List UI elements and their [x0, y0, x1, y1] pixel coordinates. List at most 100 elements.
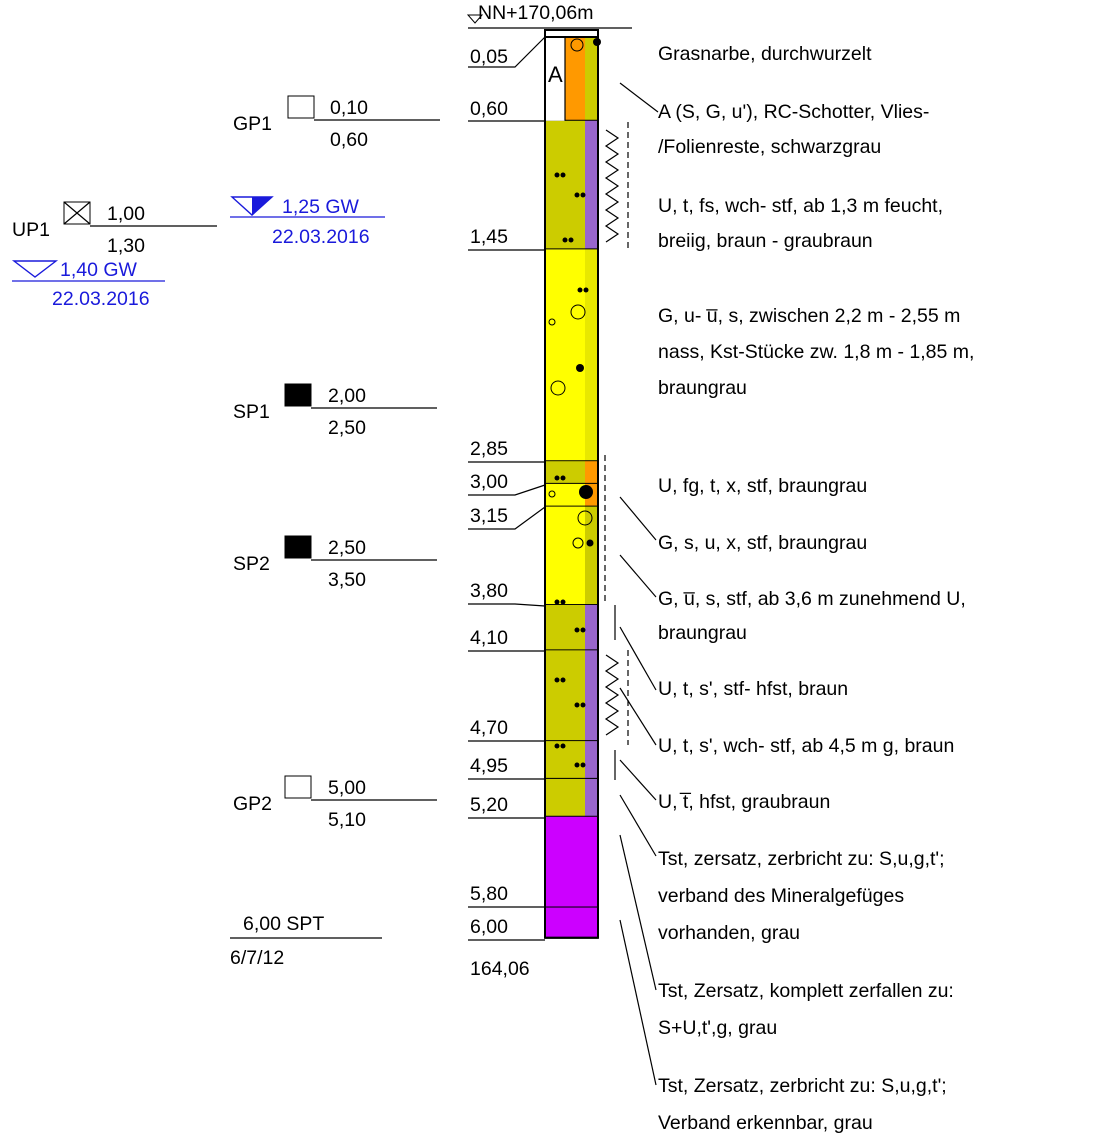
depth-label: 3,80	[470, 580, 508, 602]
column-label: A	[548, 62, 563, 87]
depth-label: 4,10	[470, 627, 508, 649]
grain-symbol	[560, 743, 566, 749]
layer-strip	[585, 816, 598, 908]
column-outline	[544, 29, 599, 939]
layer	[545, 120, 585, 250]
grain-symbol	[580, 192, 586, 198]
description: G, s, u, x, stf, braungrau	[658, 532, 867, 554]
depth-leader	[468, 484, 546, 496]
description: nass, Kst-Stücke zw. 1,8 m - 1,85 m,	[658, 341, 974, 363]
gw-date: 22.03.2016	[52, 288, 150, 310]
description: Tst, zersatz, zerbricht zu: S,u,g,t';	[658, 848, 945, 870]
description: Grasnarbe, durchwurzelt	[658, 43, 872, 65]
sample-top: 1,00	[107, 203, 145, 225]
sample-box	[284, 383, 312, 407]
sample-id: SP1	[233, 401, 270, 423]
description: braungrau	[658, 622, 747, 644]
grain-symbol	[560, 172, 566, 178]
grain-symbol	[554, 677, 560, 683]
sample-top: 0,10	[330, 97, 368, 119]
depth-label: 1,45	[470, 226, 508, 248]
stone-symbol	[586, 539, 594, 547]
grain-symbol	[554, 599, 560, 605]
zigzag	[604, 129, 620, 243]
hatching	[604, 122, 629, 745]
description-leader	[619, 496, 657, 541]
description: U, t̅, hfst, graubraun	[658, 791, 830, 813]
gravel-symbol	[577, 510, 593, 526]
layer	[545, 650, 585, 742]
layer	[545, 30, 585, 38]
sample-bottom: 3,50	[328, 569, 366, 591]
grain-symbol	[562, 237, 568, 243]
sample-bottom: 5,10	[328, 809, 366, 831]
layer	[545, 907, 585, 938]
description: U, t, fs, wch- stf, ab 1,3 m feucht,	[658, 195, 943, 217]
grain-symbol	[574, 702, 580, 708]
description: G, u̅, s, stf, ab 3,6 m zunehmend U,	[658, 588, 966, 610]
layer	[545, 604, 585, 651]
fill-white	[545, 37, 565, 121]
sample-top: 2,50	[328, 537, 366, 559]
layer-strip	[585, 741, 598, 779]
grain-symbol	[574, 627, 580, 633]
sample-bottom: 2,50	[328, 417, 366, 439]
grain-symbol	[554, 172, 560, 178]
grain-symbol	[554, 743, 560, 749]
layer	[545, 506, 585, 605]
gravel-symbol	[548, 318, 556, 326]
sample-id: SP2	[233, 553, 270, 575]
description: U, t, s', wch- stf, ab 4,5 m g, braun	[658, 735, 954, 757]
sample-box	[287, 95, 315, 119]
description-leader	[619, 834, 657, 991]
gw-symbol-fill	[252, 197, 272, 215]
sample-bottom: 0,60	[330, 129, 368, 151]
description: U, t, s', stf- hfst, braun	[658, 678, 848, 700]
description-leader	[619, 759, 657, 801]
description: vorhanden, grau	[658, 922, 800, 944]
layer	[545, 461, 585, 484]
layer-strip	[585, 461, 598, 484]
layer-strip	[585, 506, 598, 605]
layer	[545, 778, 585, 817]
grain-symbol	[574, 192, 580, 198]
grain-symbol	[577, 287, 583, 293]
gw-symbol	[11, 260, 59, 278]
sample-bottom: 1,30	[107, 235, 145, 257]
description-leader	[619, 82, 659, 113]
gw-level: 1,25 GW	[282, 196, 360, 218]
layer-strip	[585, 650, 598, 742]
layer-strip	[585, 778, 598, 817]
grain-symbol	[580, 627, 586, 633]
gravel-symbol	[570, 38, 584, 52]
zigzag	[604, 654, 620, 736]
depth-label: 0,60	[470, 98, 508, 120]
layer-strip	[585, 249, 598, 462]
gw-level: 1,40 GW	[60, 259, 138, 281]
sample-box	[284, 775, 312, 799]
grain-symbol	[580, 762, 586, 768]
grain-symbol	[568, 237, 574, 243]
gravel-symbol	[572, 537, 584, 549]
description: A (S, G, u'), RC-Schotter, Vlies-	[658, 101, 929, 123]
description: Tst, Zersatz, zerbricht zu: S,u,g,t';	[658, 1075, 947, 1097]
depth-label: 5,20	[470, 794, 508, 816]
sample-id: UP1	[12, 219, 50, 241]
description: S+U,t',g, grau	[658, 1017, 777, 1039]
depth-leader	[468, 36, 546, 68]
description: /Folienreste, schwarzgrau	[658, 136, 881, 158]
sample-id: GP1	[233, 113, 272, 135]
layer-strip	[585, 120, 598, 250]
spt-blows: 6/7/12	[230, 947, 284, 969]
description-leader	[619, 626, 657, 691]
depth-label: 6,00	[470, 916, 508, 938]
layer-strip	[585, 604, 598, 651]
sample-top: 5,00	[328, 777, 366, 799]
grain-symbol	[583, 287, 589, 293]
layer-strip	[585, 907, 598, 938]
layer	[545, 249, 585, 462]
layer	[545, 816, 585, 908]
depth-leader	[468, 603, 546, 607]
stone-symbol	[593, 38, 601, 46]
